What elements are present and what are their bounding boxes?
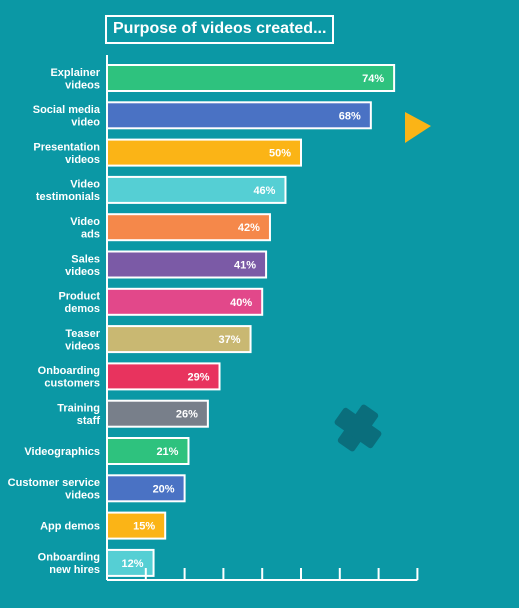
bar <box>106 511 167 540</box>
value-label: 15% <box>133 521 155 533</box>
chart-title: Purpose of videos created... <box>105 15 335 44</box>
bar <box>106 101 372 130</box>
value-label: 74% <box>362 73 384 85</box>
value-label: 46% <box>253 185 275 197</box>
value-label: 26% <box>176 409 198 421</box>
category-label: Teaser videos <box>65 328 101 353</box>
category-label: Sales videos <box>65 253 100 278</box>
category-label: Presentation videos <box>33 141 100 166</box>
value-label: 40% <box>230 297 252 309</box>
category-label: Onboarding new hires <box>38 552 100 577</box>
category-label: Training staff <box>57 402 100 427</box>
value-label: 12% <box>122 558 144 570</box>
category-label: Product demos <box>58 291 100 316</box>
bar <box>106 287 264 316</box>
category-label: Onboarding customers <box>38 365 100 390</box>
value-label: 37% <box>219 334 241 346</box>
value-label: 50% <box>269 148 291 160</box>
bar <box>106 362 221 391</box>
bar <box>106 325 252 354</box>
category-label: Video testimonials <box>36 179 100 204</box>
value-label: 20% <box>153 483 175 495</box>
category-label: Explainer videos <box>50 67 100 92</box>
category-label: Video ads <box>70 216 100 241</box>
bar <box>106 399 209 428</box>
bar <box>106 250 268 279</box>
category-label: Videographics <box>24 446 100 458</box>
category-label: Customer service videos <box>8 477 100 502</box>
value-label: 68% <box>339 110 361 122</box>
bar <box>106 474 186 503</box>
bar <box>106 64 396 92</box>
value-label: 42% <box>238 222 260 234</box>
category-label: App demos <box>40 521 100 533</box>
triangle-decoration <box>405 112 431 143</box>
value-label: 41% <box>234 260 256 272</box>
value-label: 21% <box>156 446 178 458</box>
bar <box>106 213 271 242</box>
bar <box>106 138 302 167</box>
cross-decoration <box>334 404 382 452</box>
category-label: Social media video <box>33 104 101 129</box>
value-label: 29% <box>187 371 209 383</box>
